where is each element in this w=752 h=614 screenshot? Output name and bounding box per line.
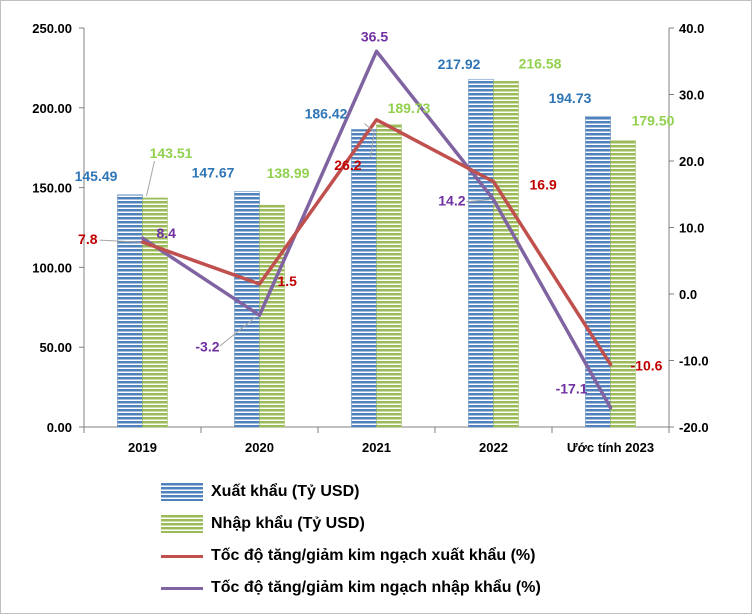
import-bar	[259, 204, 285, 428]
legend-swatch-export-rate	[161, 554, 203, 558]
legend-item-import-rate: Tốc độ tăng/giảm kim ngạch nhập khẩu (%)	[161, 572, 541, 604]
import-rate-line	[140, 49, 613, 410]
import-rate-value-label: 14.2	[438, 193, 465, 209]
export-bar	[468, 78, 494, 428]
import-bar	[493, 81, 519, 428]
x-axis-category-label: 2020	[245, 440, 274, 455]
export-bar-value-label: 145.49	[75, 168, 118, 184]
import-rate-value-label: -3.2	[195, 338, 219, 354]
right-axis-tick-label: 30.0	[679, 88, 704, 103]
export-rate-label-leader	[370, 129, 375, 157]
left-axis-tick-label: 100.00	[32, 260, 72, 275]
export-bar-value-label: 194.73	[549, 90, 592, 106]
export-rate-value-label: 7.8	[78, 231, 98, 247]
legend-swatch-import-rate	[161, 586, 203, 590]
right-axis-tick-label: -10.0	[679, 354, 709, 369]
export-rate-value-label: 26.2	[334, 157, 361, 173]
left-axis-tick-label: 50.00	[39, 340, 72, 355]
legend-item-export: Xuất khẩu (Tỷ USD)	[161, 476, 541, 508]
left-axis-tick-label: 200.00	[32, 101, 72, 116]
import-bar-value-label: 143.51	[150, 145, 193, 161]
import-rate-label-leader	[466, 199, 491, 203]
export-label-leader	[364, 123, 374, 132]
legend-label-export: Xuất khẩu (Tỷ USD)	[211, 483, 360, 500]
export-bar-value-label: 147.67	[192, 164, 235, 180]
legend-item-import: Nhập khẩu (Tỷ USD)	[161, 508, 541, 540]
export-bar-value-label: 186.42	[305, 105, 348, 121]
left-axis: 0.00 50.00 100.00 150.00 200.00 250.00	[32, 21, 84, 435]
x-axis-category-label: 2021	[362, 440, 391, 455]
right-axis-tick-label: 10.0	[679, 221, 704, 236]
import-rate-value-label: 8.4	[157, 225, 177, 241]
left-axis-tick-label: 0.00	[47, 420, 72, 435]
import-label-leader	[146, 160, 155, 197]
export-bar	[234, 191, 260, 428]
right-axis-tick-label: 0.0	[679, 287, 697, 302]
combo-chart: 0.00 50.00 100.00 150.00 200.00 250.00 -20.0 -1…	[32, 21, 709, 455]
legend-item-export-rate: Tốc độ tăng/giảm kim ngạch xuất khẩu (%)	[161, 540, 541, 572]
export-bar	[117, 194, 143, 428]
legend: Xuất khẩu (Tỷ USD) Nhập khẩu (Tỷ USD) Tố…	[161, 476, 541, 604]
export-bar	[351, 129, 377, 428]
x-axis-category-label: Ước tính 2023	[567, 440, 654, 455]
export-rate-label-leader	[99, 239, 141, 243]
legend-label-import-rate: Tốc độ tăng/giảm kim ngạch nhập khẩu (%)	[211, 579, 541, 596]
legend-swatch-export	[161, 483, 203, 501]
import-bar	[610, 140, 636, 428]
import-rate-label-leader	[219, 316, 256, 347]
right-axis: -20.0 -10.0 0.0 10.0 20.0 30.0 40.0	[669, 21, 709, 435]
legend-label-export-rate: Tốc độ tăng/giảm kim ngạch xuất khẩu (%)	[211, 547, 536, 564]
export-rate-value-label: 16.9	[530, 177, 557, 193]
export-rate-value-label: 1.5	[278, 273, 298, 289]
export-bar	[585, 115, 611, 428]
import-bar-value-label: 179.50	[632, 113, 675, 129]
import-rate-value-label: -17.1	[556, 381, 588, 397]
right-axis-tick-label: 40.0	[679, 21, 704, 36]
import-bar-value-label: 138.99	[267, 165, 310, 181]
legend-label-import: Nhập khẩu (Tỷ USD)	[211, 515, 365, 532]
export-rate-value-label: -10.6	[631, 357, 663, 373]
export-rate-line	[140, 118, 613, 367]
import-rate-value-label: 36.5	[361, 28, 388, 44]
import-bar	[376, 123, 402, 428]
right-axis-tick-label: 20.0	[679, 154, 704, 169]
import-bar-value-label: 216.58	[519, 55, 562, 71]
export-bar-value-label: 217.92	[438, 56, 481, 72]
right-axis-tick-label: -20.0	[679, 420, 709, 435]
import-bar-value-label: 189.73	[388, 100, 431, 116]
import-bar	[142, 197, 168, 428]
left-axis-tick-label: 250.00	[32, 21, 72, 36]
x-axis-category-label: 2019	[128, 440, 157, 455]
left-axis-tick-label: 150.00	[32, 181, 72, 196]
x-axis-category-label: 2022	[479, 440, 508, 455]
legend-swatch-import	[161, 515, 203, 533]
